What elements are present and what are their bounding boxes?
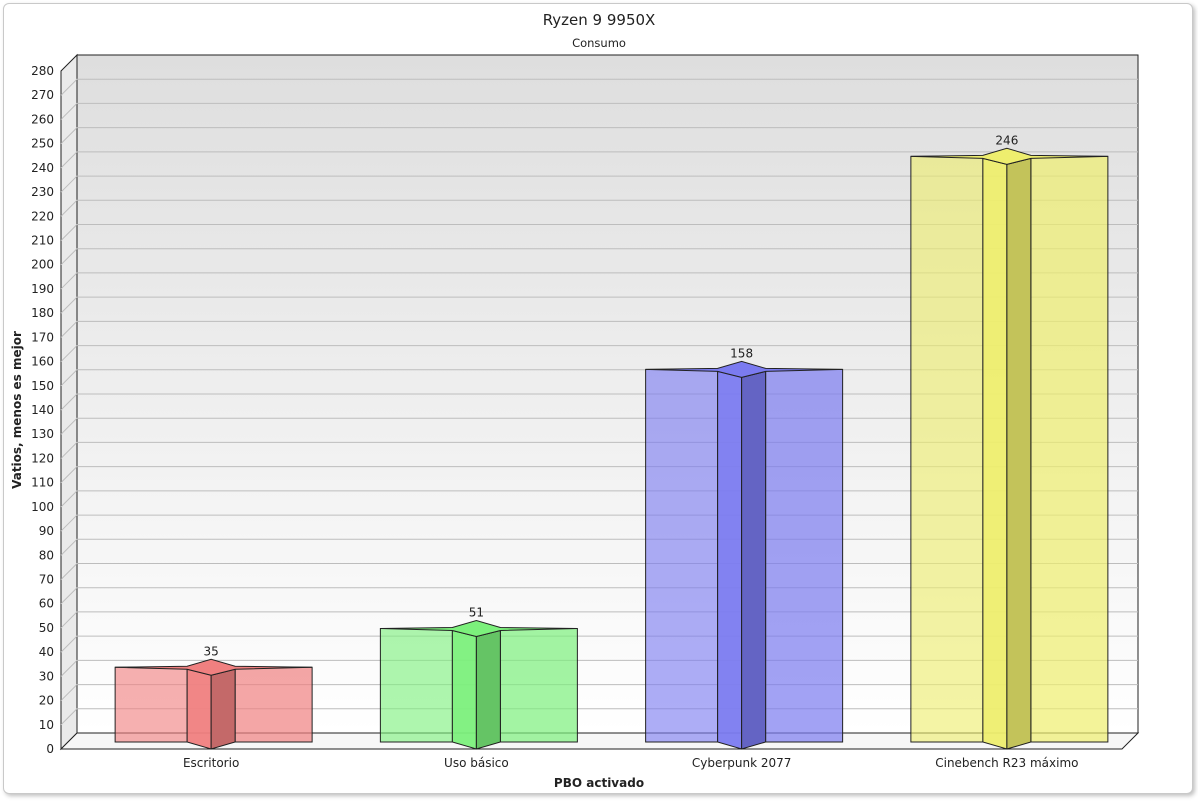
- y-tick-label: 10: [39, 718, 54, 732]
- bar-top: [380, 619, 578, 638]
- y-tick-label: 50: [39, 621, 54, 635]
- gridline: [60, 102, 1138, 120]
- y-tick-label: 130: [31, 427, 54, 441]
- y-tick-label: 90: [39, 524, 54, 538]
- bar-group: 246: [910, 133, 1109, 750]
- bar-group: 51: [379, 606, 578, 750]
- gridline: [60, 345, 1138, 362]
- bar-face: [910, 155, 984, 743]
- gridline: [60, 151, 1138, 169]
- bar-top: [910, 147, 1108, 165]
- bar-face: [765, 368, 844, 743]
- y-tick-label: 170: [31, 330, 54, 344]
- bar-shade: [476, 630, 501, 749]
- data-label: 51: [469, 606, 484, 620]
- y-tick-label: 60: [39, 597, 54, 611]
- x-tick-label: Escritorio: [183, 756, 239, 770]
- bar-top: [115, 658, 313, 676]
- gridline: [60, 199, 1138, 217]
- bar-shade: [211, 669, 236, 749]
- data-label: 158: [730, 346, 753, 360]
- bar-face: [717, 370, 743, 750]
- y-tick-label: 20: [39, 694, 54, 708]
- gridline: [60, 272, 1138, 290]
- x-tick-label: Cinebench R23 máximo: [935, 756, 1078, 770]
- bar-face: [186, 668, 212, 750]
- y-tick-label: 70: [39, 573, 54, 587]
- bar-face: [982, 157, 1008, 750]
- gridline: [60, 320, 1138, 338]
- y-tick-label: 250: [31, 137, 54, 151]
- y-tick-label: 40: [39, 645, 54, 659]
- gridline: [60, 296, 1138, 314]
- bar-shade: [741, 371, 766, 749]
- floor: [59, 732, 1140, 750]
- y-tick-label: 280: [31, 64, 54, 78]
- y-tick-label: 220: [31, 209, 54, 223]
- bar-face: [379, 628, 453, 743]
- y-tick-label: 140: [31, 403, 54, 417]
- bar-face: [499, 628, 578, 743]
- y-tick-label: 110: [31, 476, 54, 490]
- gridline: [60, 175, 1138, 193]
- gridline: [60, 127, 1138, 144]
- bar-face: [114, 666, 188, 743]
- y-tick-label: 260: [31, 112, 54, 126]
- y-tick-label: 30: [39, 669, 54, 683]
- x-tick-label: Cyberpunk 2077: [692, 756, 792, 770]
- y-tick-label: 120: [31, 451, 54, 465]
- y-axis-title: Vatios, menos es mejor: [10, 331, 24, 489]
- y-tick-label: 80: [39, 548, 54, 562]
- bar-top: [645, 360, 843, 378]
- x-axis-title: PBO activado: [553, 776, 645, 790]
- y-tick-label: 230: [31, 185, 54, 199]
- y-tick-label: 190: [31, 282, 54, 296]
- y-tick-label: 180: [31, 306, 54, 320]
- y-tick-label: 0: [46, 742, 54, 756]
- data-label: 246: [995, 133, 1018, 147]
- y-tick-label: 200: [31, 258, 54, 272]
- chart-title: Ryzen 9 9950X: [542, 11, 656, 29]
- bar-group: 35: [114, 644, 313, 750]
- gridline: [60, 78, 1138, 96]
- gridline: [60, 248, 1138, 266]
- chart-subtitle: Consumo: [572, 36, 626, 50]
- y-tick-label: 270: [31, 88, 54, 102]
- data-label: 35: [203, 644, 218, 658]
- y-tick-label: 240: [31, 161, 54, 175]
- x-tick-label: Uso básico: [444, 756, 509, 770]
- y-tick-label: 210: [31, 234, 54, 248]
- bar-shade: [1006, 158, 1031, 750]
- bar-face: [234, 666, 313, 743]
- bar-face: [1030, 155, 1109, 743]
- y-tick-label: 160: [31, 355, 54, 369]
- bar-face: [451, 629, 477, 750]
- bar-face: [645, 368, 719, 743]
- bar-group: 158: [645, 346, 844, 750]
- gridline: [60, 224, 1138, 241]
- y-tick-label: 150: [31, 379, 54, 393]
- y-tick-label: 100: [31, 500, 54, 514]
